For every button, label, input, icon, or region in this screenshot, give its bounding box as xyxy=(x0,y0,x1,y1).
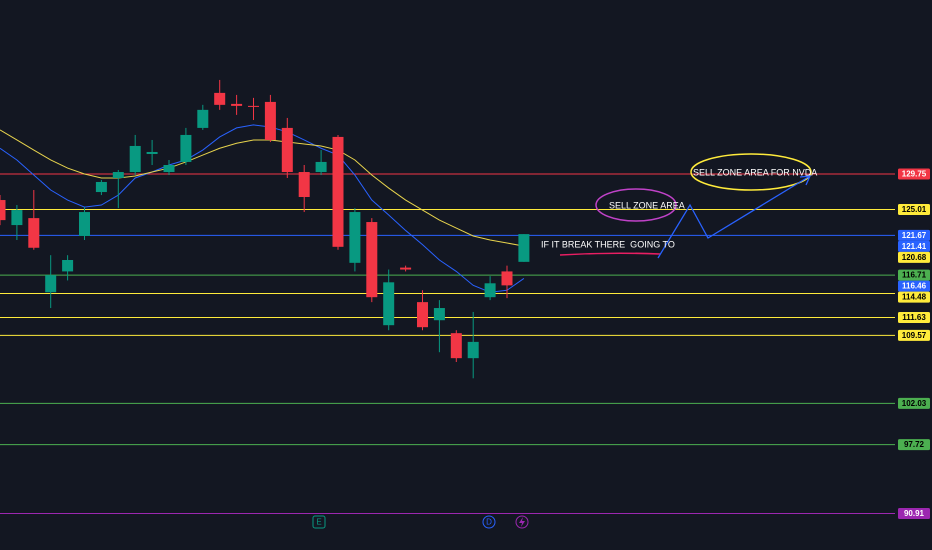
candle-body xyxy=(484,283,496,298)
lightning-icon xyxy=(519,517,525,527)
price-label: 109.57 xyxy=(902,331,927,340)
candle-body xyxy=(298,172,310,198)
candle-body xyxy=(281,127,293,173)
price-label: 97.72 xyxy=(904,440,925,449)
candle-body xyxy=(450,333,462,359)
candle-body xyxy=(400,267,412,270)
candle-body xyxy=(11,210,23,226)
price-label-bg xyxy=(898,397,930,409)
price-label-bg xyxy=(898,229,930,241)
price-label-bg xyxy=(898,280,930,292)
event-icon[interactable] xyxy=(482,515,496,529)
candle-body xyxy=(315,161,327,173)
candle-body xyxy=(62,259,74,272)
price-label: 102.03 xyxy=(902,399,927,408)
price-label-bg xyxy=(898,251,930,263)
candle-body xyxy=(417,302,428,328)
price-label: 114.48 xyxy=(902,293,927,302)
candle-body xyxy=(467,341,479,359)
price-label: 129.75 xyxy=(902,170,927,179)
annotation: SELL ZONE AREA xyxy=(609,200,685,210)
candle-body xyxy=(0,200,6,221)
price-label: 120.68 xyxy=(902,253,927,262)
candle-body xyxy=(248,105,259,107)
highlight-circle xyxy=(595,188,677,222)
candle-body xyxy=(214,92,226,105)
candle-body xyxy=(79,212,90,236)
price-label-bg xyxy=(898,240,930,252)
candle-body xyxy=(433,308,445,321)
event-icon[interactable] xyxy=(312,515,326,529)
price-label-bg xyxy=(898,269,930,281)
candle-body xyxy=(231,103,243,106)
underline xyxy=(559,252,661,256)
projection-arrow xyxy=(657,175,812,259)
candle-body xyxy=(518,234,530,262)
candle-body xyxy=(383,282,395,326)
candle-body xyxy=(112,172,124,178)
candle-body xyxy=(146,151,158,154)
price-label: 90.91 xyxy=(904,509,925,518)
highlight-circle xyxy=(690,153,812,191)
moving-average xyxy=(0,124,525,293)
price-label: 116.46 xyxy=(902,282,927,291)
price-label-bg xyxy=(898,439,930,451)
price-label-bg xyxy=(898,168,930,180)
annotation: SELL ZONE AREA FOR NVDA xyxy=(693,167,817,177)
price-label-bg xyxy=(898,312,930,324)
event-label: E xyxy=(316,518,321,527)
candle-body xyxy=(163,164,175,173)
candle-body xyxy=(45,275,57,293)
price-label: 121.41 xyxy=(902,242,927,251)
price-label: 116.71 xyxy=(902,271,927,280)
moving-average xyxy=(0,129,524,247)
candle-body xyxy=(28,218,40,248)
price-label: 125.01 xyxy=(902,205,927,214)
annotation: IF IT BREAK THERE GOING TO xyxy=(541,239,675,249)
price-label-bg xyxy=(898,508,930,520)
candle-body xyxy=(501,271,513,286)
candle-body xyxy=(95,181,107,193)
event-icon[interactable] xyxy=(515,515,529,529)
candle-body xyxy=(264,101,276,140)
candle-body xyxy=(332,136,344,247)
candle-body xyxy=(180,134,192,162)
candle-body xyxy=(349,212,361,263)
price-label-bg xyxy=(898,329,930,341)
price-label: 111.63 xyxy=(902,313,926,322)
price-label-bg xyxy=(898,291,930,303)
event-label: D xyxy=(486,518,492,527)
candle-body xyxy=(129,145,141,173)
price-label-bg xyxy=(898,204,930,216)
price-label: 121.67 xyxy=(902,231,927,240)
candle-body xyxy=(197,109,209,128)
candle-body xyxy=(366,222,378,298)
